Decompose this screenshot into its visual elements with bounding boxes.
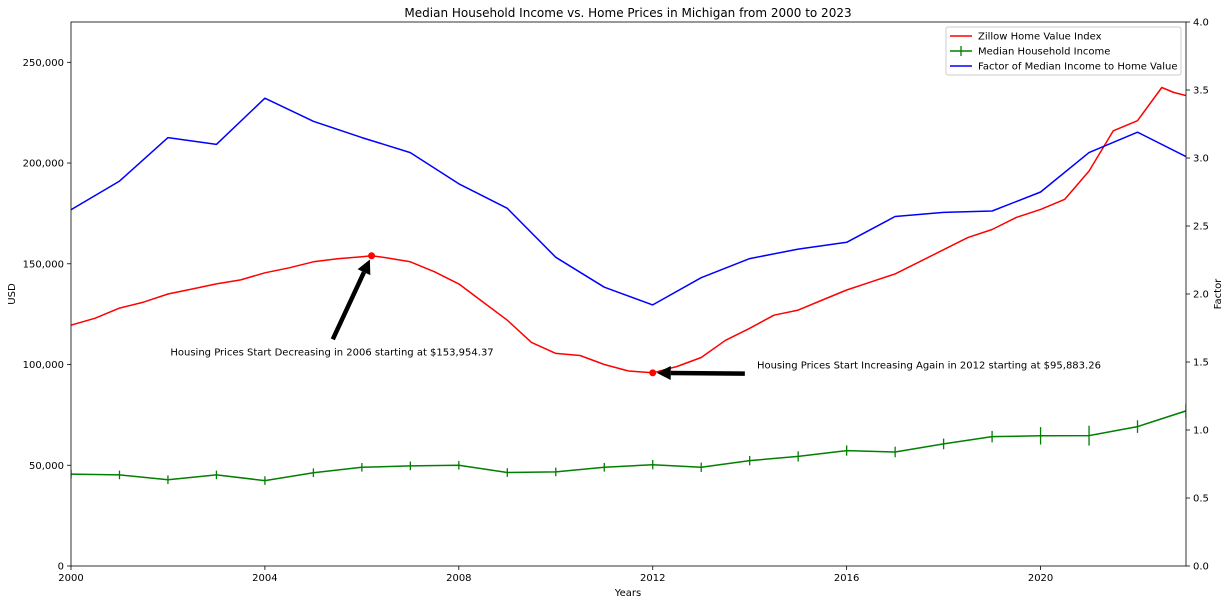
y-left-tick-label-2: 100,000 xyxy=(23,360,64,371)
x-tick-label-4: 2016 xyxy=(834,573,859,584)
x-axis-label: Years xyxy=(614,588,641,599)
annotation-arrow-shaft-0 xyxy=(330,271,367,341)
y-left-tick-label-3: 150,000 xyxy=(23,259,64,270)
plot-area: Housing Prices Start Decreasing in 2006 … xyxy=(71,86,1186,485)
highlight-point-0 xyxy=(368,252,376,260)
x-tick-label-1: 2004 xyxy=(252,573,277,584)
series-line-0 xyxy=(71,86,1186,374)
y-right-tick-label-2: 1.0 xyxy=(1193,426,1209,437)
y-right-tick-label-5: 2.5 xyxy=(1193,222,1209,233)
x-tick-label-3: 2012 xyxy=(640,573,665,584)
annotation-text-0: Housing Prices Start Decreasing in 2006 … xyxy=(170,347,493,358)
annotation-arrow-shaft-1 xyxy=(670,370,745,376)
y-right-tick-label-1: 0.5 xyxy=(1193,494,1209,505)
y-right-tick-label-8: 4.0 xyxy=(1193,18,1209,29)
y-right-tick-label-0: 0.0 xyxy=(1193,562,1209,573)
annotation-text-1: Housing Prices Start Increasing Again in… xyxy=(757,361,1101,372)
y-right-tick-label-6: 3.0 xyxy=(1193,154,1209,165)
legend-label-1: Median Household Income xyxy=(978,47,1110,58)
legend: Zillow Home Value Index Median Household … xyxy=(945,26,1182,76)
y-left-tick-label-1: 50,000 xyxy=(29,461,64,472)
plot-frame xyxy=(70,21,1187,567)
series-group xyxy=(71,86,1186,485)
series-line-1 xyxy=(71,410,1186,482)
x-tick-label-5: 2020 xyxy=(1028,573,1053,584)
axes: 2000 2004 2008 2012 2016 2020 0 50,000 100,000 15… xyxy=(23,18,1209,585)
y-right-tick-label-4: 2.0 xyxy=(1193,290,1209,301)
y-left-tick-label-0: 0 xyxy=(58,562,64,573)
chart-title: Median Household Income vs. Home Prices … xyxy=(404,6,851,20)
series-line-2 xyxy=(71,97,1186,306)
y-right-tick-label-3: 1.5 xyxy=(1193,358,1209,369)
highlight-point-1 xyxy=(649,369,657,377)
y-right-tick-label-7: 3.5 xyxy=(1193,86,1209,97)
x-tick-label-0: 2000 xyxy=(58,573,83,584)
legend-entries: Zillow Home Value Index Median Household … xyxy=(950,32,1178,73)
y-axis-right-label: Factor xyxy=(1213,278,1224,309)
y-left-tick-label-5: 250,000 xyxy=(23,58,64,69)
annotation-arrow-head-0 xyxy=(357,259,371,276)
x-tick-label-2: 2008 xyxy=(446,573,471,584)
legend-box xyxy=(945,26,1182,76)
annotation-arrow-head-1 xyxy=(656,365,671,380)
y-axis-left-label: USD xyxy=(7,283,18,305)
y-left-tick-label-4: 200,000 xyxy=(23,159,64,170)
legend-label-2: Factor of Median Income to Home Value xyxy=(978,62,1178,73)
legend-label-0: Zillow Home Value Index xyxy=(978,32,1102,43)
